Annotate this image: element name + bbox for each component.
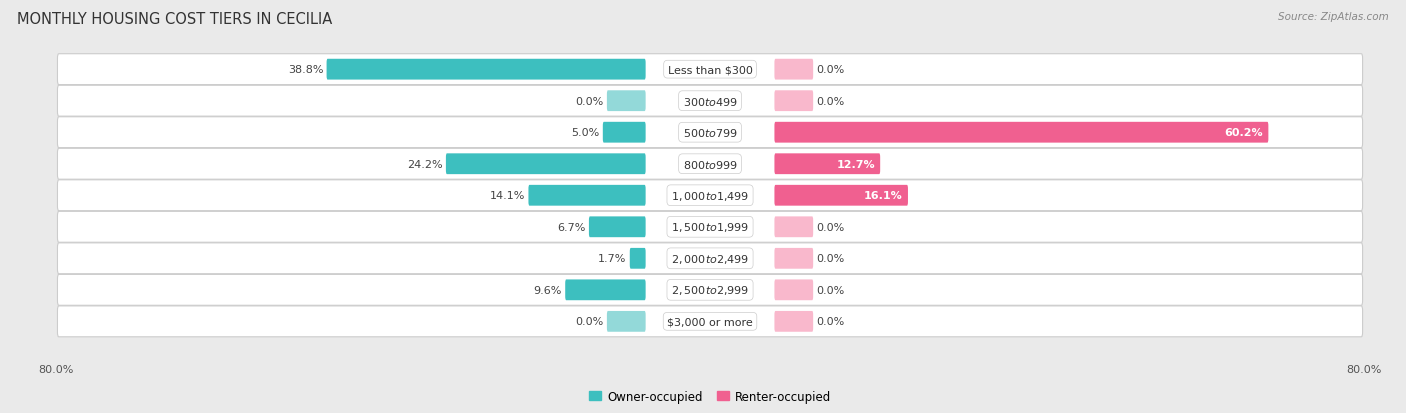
FancyBboxPatch shape xyxy=(775,217,813,237)
Text: Source: ZipAtlas.com: Source: ZipAtlas.com xyxy=(1278,12,1389,22)
Text: 0.0%: 0.0% xyxy=(817,65,845,75)
FancyBboxPatch shape xyxy=(630,248,645,269)
Text: 1.7%: 1.7% xyxy=(599,254,627,263)
Text: $500 to $799: $500 to $799 xyxy=(682,127,738,139)
Text: 5.0%: 5.0% xyxy=(571,128,600,138)
FancyBboxPatch shape xyxy=(58,306,1362,337)
FancyBboxPatch shape xyxy=(775,59,813,81)
FancyBboxPatch shape xyxy=(775,91,813,112)
FancyBboxPatch shape xyxy=(775,154,880,175)
FancyBboxPatch shape xyxy=(775,185,908,206)
FancyBboxPatch shape xyxy=(58,243,1362,274)
Text: $1,000 to $1,499: $1,000 to $1,499 xyxy=(671,189,749,202)
FancyBboxPatch shape xyxy=(775,248,813,269)
FancyBboxPatch shape xyxy=(58,117,1362,148)
Legend: Owner-occupied, Renter-occupied: Owner-occupied, Renter-occupied xyxy=(589,390,831,403)
Text: 0.0%: 0.0% xyxy=(817,285,845,295)
Text: $1,500 to $1,999: $1,500 to $1,999 xyxy=(671,221,749,234)
FancyBboxPatch shape xyxy=(58,180,1362,211)
FancyBboxPatch shape xyxy=(607,311,645,332)
FancyBboxPatch shape xyxy=(603,123,645,143)
Text: $300 to $499: $300 to $499 xyxy=(682,95,738,107)
FancyBboxPatch shape xyxy=(775,123,1268,143)
FancyBboxPatch shape xyxy=(565,280,645,301)
FancyBboxPatch shape xyxy=(58,275,1362,306)
FancyBboxPatch shape xyxy=(58,212,1362,243)
Text: 0.0%: 0.0% xyxy=(817,222,845,232)
Text: 0.0%: 0.0% xyxy=(575,97,603,107)
FancyBboxPatch shape xyxy=(775,280,813,301)
Text: 16.1%: 16.1% xyxy=(865,191,903,201)
FancyBboxPatch shape xyxy=(775,311,813,332)
FancyBboxPatch shape xyxy=(529,185,645,206)
Text: $3,000 or more: $3,000 or more xyxy=(668,317,752,327)
Text: 24.2%: 24.2% xyxy=(408,159,443,169)
Text: 14.1%: 14.1% xyxy=(489,191,526,201)
Text: 6.7%: 6.7% xyxy=(557,222,586,232)
Text: 0.0%: 0.0% xyxy=(817,97,845,107)
Text: $2,000 to $2,499: $2,000 to $2,499 xyxy=(671,252,749,265)
FancyBboxPatch shape xyxy=(58,149,1362,180)
Text: MONTHLY HOUSING COST TIERS IN CECILIA: MONTHLY HOUSING COST TIERS IN CECILIA xyxy=(17,12,332,27)
Text: $800 to $999: $800 to $999 xyxy=(682,158,738,170)
Text: Less than $300: Less than $300 xyxy=(668,65,752,75)
FancyBboxPatch shape xyxy=(58,55,1362,85)
Text: 0.0%: 0.0% xyxy=(817,317,845,327)
Text: $2,500 to $2,999: $2,500 to $2,999 xyxy=(671,284,749,297)
Text: 0.0%: 0.0% xyxy=(575,317,603,327)
FancyBboxPatch shape xyxy=(326,59,645,81)
Text: 0.0%: 0.0% xyxy=(817,254,845,263)
FancyBboxPatch shape xyxy=(589,217,645,237)
FancyBboxPatch shape xyxy=(607,91,645,112)
FancyBboxPatch shape xyxy=(58,86,1362,117)
FancyBboxPatch shape xyxy=(446,154,645,175)
Text: 9.6%: 9.6% xyxy=(534,285,562,295)
Text: 12.7%: 12.7% xyxy=(837,159,875,169)
Text: 60.2%: 60.2% xyxy=(1225,128,1264,138)
Text: 38.8%: 38.8% xyxy=(288,65,323,75)
